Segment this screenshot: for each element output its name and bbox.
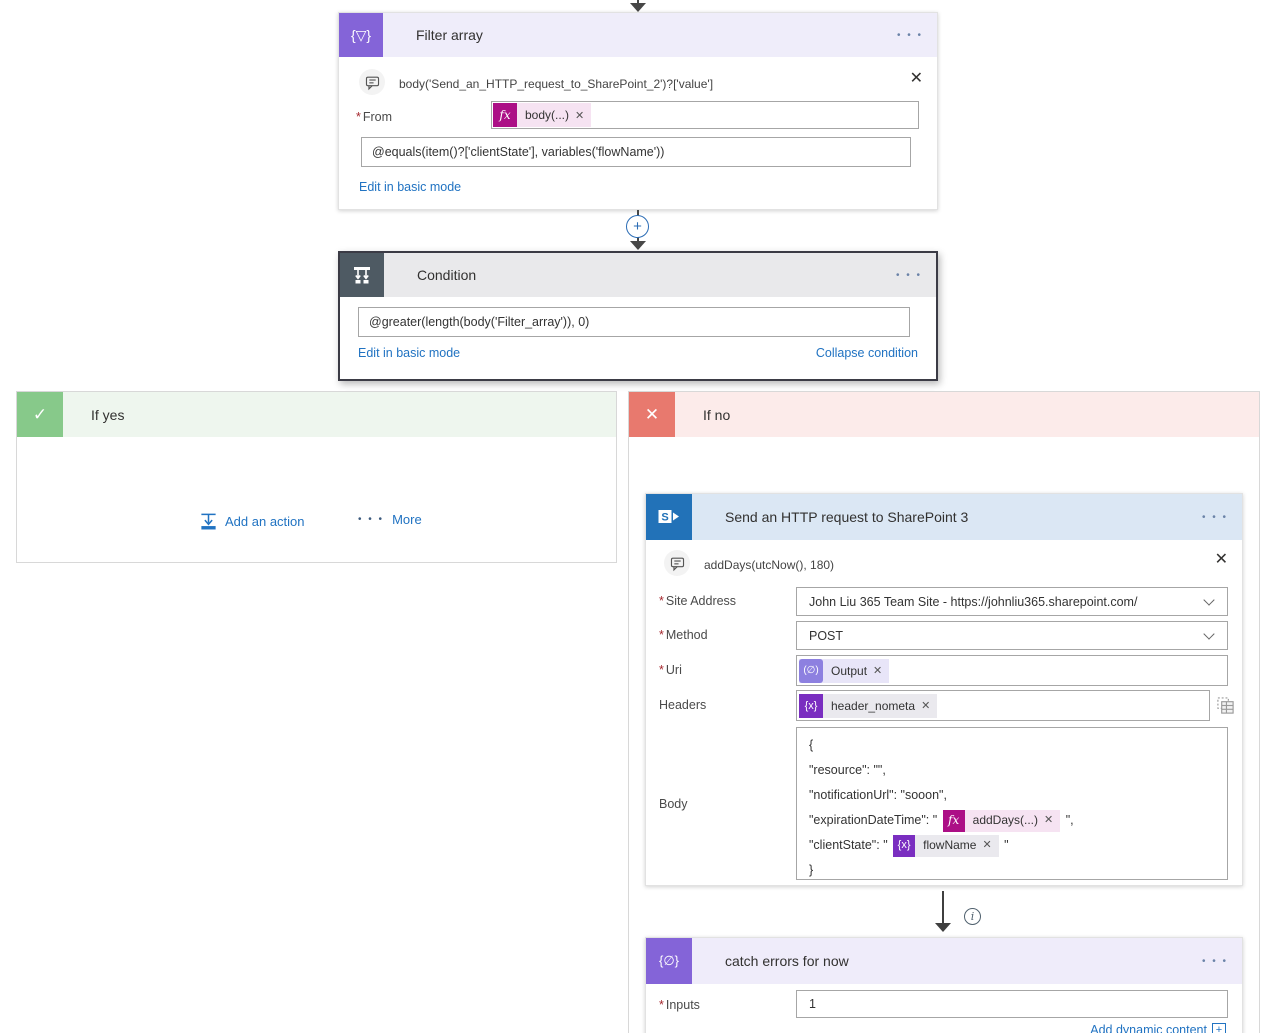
variable-icon: {x} <box>799 693 823 718</box>
catch-errors-card: {∅} catch errors for now • • • * Inputs 1… <box>645 937 1243 1033</box>
add-dynamic-content-label: Add dynamic content <box>1090 1023 1207 1033</box>
output-token[interactable]: (∅) Output ✕ <box>799 658 890 683</box>
required-mark: * <box>356 110 361 124</box>
condition-card: Condition • • • @greater(length(body('Fi… <box>338 251 938 381</box>
arrow-down-icon <box>935 923 951 932</box>
if-no-title: If no <box>703 406 731 423</box>
site-address-dropdown[interactable]: John Liu 365 Team Site - https://johnliu… <box>796 587 1228 616</box>
site-address-label: * Site Address <box>659 594 737 608</box>
more-button[interactable]: • • • More <box>358 512 422 527</box>
token-remove-icon[interactable]: ✕ <box>1044 814 1054 827</box>
close-icon[interactable]: ✕ <box>909 70 923 87</box>
variable-token[interactable]: {x} header_nometa ✕ <box>799 693 938 718</box>
sharepoint-http-card: S Send an HTTP request to SharePoint 3 •… <box>645 493 1243 886</box>
arrow-down-icon <box>630 241 646 250</box>
add-dynamic-content-icon: + <box>1212 1023 1226 1033</box>
uri-input[interactable]: (∅) Output ✕ <box>796 655 1228 686</box>
uri-label: * Uri <box>659 663 682 677</box>
token-remove-icon[interactable]: ✕ <box>921 700 931 712</box>
close-icon[interactable]: ✕ <box>1214 551 1228 568</box>
more-options-icon[interactable]: • • • <box>896 29 923 41</box>
from-input[interactable]: fx body(...) ✕ <box>491 101 919 129</box>
add-action-icon <box>199 512 218 531</box>
check-icon: ✓ <box>17 392 63 437</box>
add-dynamic-content-button[interactable]: Add dynamic content + <box>1090 1023 1226 1033</box>
insert-step-button[interactable]: + <box>626 215 649 238</box>
cross-icon: ✕ <box>629 392 675 437</box>
compose-output-icon: (∅) <box>799 658 823 683</box>
catch-errors-header[interactable]: {∅} catch errors for now • • • <box>646 938 1242 984</box>
comment-icon <box>359 69 385 95</box>
if-no-header[interactable]: ✕ If no <box>629 392 1259 437</box>
fx-icon: fx <box>942 809 965 832</box>
condition-title: Condition <box>417 267 477 283</box>
filter-array-header[interactable]: {▽} Filter array • • • <box>339 13 937 57</box>
expression-token[interactable]: fx body(...) ✕ <box>493 103 592 127</box>
if-yes-header[interactable]: ✓ If yes <box>17 392 616 437</box>
headers-label: Headers <box>659 698 707 712</box>
filter-array-title: Filter array <box>416 27 483 43</box>
comment-icon <box>664 550 690 576</box>
inputs-label: * Inputs <box>659 998 700 1012</box>
compose-icon: {∅} <box>646 938 692 984</box>
add-action-label: Add an action <box>225 514 305 529</box>
switch-headers-mode-icon[interactable] <box>1216 696 1235 715</box>
variable-icon: {x} <box>893 834 916 857</box>
more-label: More <box>392 512 422 527</box>
more-options-icon[interactable]: • • • <box>1201 511 1228 523</box>
sharepoint-card-header[interactable]: S Send an HTTP request to SharePoint 3 •… <box>646 494 1242 540</box>
arrow-down-icon <box>630 3 646 12</box>
filter-array-icon: {▽} <box>339 13 383 57</box>
token-remove-icon[interactable]: ✕ <box>873 665 883 677</box>
condition-icon <box>340 253 384 297</box>
body-label: Body <box>659 797 688 811</box>
token-remove-icon[interactable]: ✕ <box>575 109 585 122</box>
condition-header[interactable]: Condition • • • <box>340 253 936 297</box>
method-dropdown[interactable]: POST <box>796 621 1228 650</box>
fx-icon: fx <box>493 103 517 127</box>
variable-token[interactable]: {x} flowName ✕ <box>893 834 999 857</box>
inputs-input[interactable]: 1 <box>796 990 1228 1018</box>
from-field-label: * From <box>356 110 393 124</box>
sharepoint-comment-text: addDays(utcNow(), 180) <box>704 558 835 572</box>
body-input[interactable]: { "resource": "", "notificationUrl": "so… <box>796 727 1228 880</box>
more-options-icon[interactable]: • • • <box>1201 955 1228 967</box>
sharepoint-icon: S <box>646 494 692 540</box>
collapse-condition-link[interactable]: Collapse condition <box>815 346 918 360</box>
add-an-action-button[interactable]: Add an action <box>199 512 305 531</box>
more-dots-icon: • • • <box>358 514 385 525</box>
method-label: * Method <box>659 628 708 642</box>
if-yes-title: If yes <box>91 406 125 423</box>
if-yes-branch: ✓ If yes Add an action • • • More <box>16 391 617 563</box>
filter-comment-text: body('Send_an_HTTP_request_to_SharePoint… <box>399 77 714 91</box>
chevron-down-icon <box>1203 593 1215 606</box>
edit-basic-mode-link[interactable]: Edit in basic mode <box>359 180 462 194</box>
expression-token[interactable]: fx addDays(...) ✕ <box>942 809 1061 832</box>
filter-array-card: {▽} Filter array • • • body('Send_an_HTT… <box>338 12 938 210</box>
token-remove-icon[interactable]: ✕ <box>982 839 992 852</box>
catch-errors-title: catch errors for now <box>725 953 849 969</box>
condition-expression-input[interactable]: @greater(length(body('Filter_array')), 0… <box>358 307 910 337</box>
more-options-icon[interactable]: • • • <box>895 269 922 281</box>
connector-line <box>942 891 944 925</box>
svg-text:S: S <box>661 512 668 524</box>
connector-line <box>637 0 639 5</box>
edit-basic-mode-link[interactable]: Edit in basic mode <box>358 346 461 360</box>
headers-input[interactable]: {x} header_nometa ✕ <box>796 690 1210 721</box>
info-icon[interactable]: i <box>964 908 981 925</box>
chevron-down-icon <box>1203 627 1215 640</box>
sharepoint-card-title: Send an HTTP request to SharePoint 3 <box>725 509 969 525</box>
filter-expression-input[interactable]: @equals(item()?['clientState'], variable… <box>361 137 911 167</box>
